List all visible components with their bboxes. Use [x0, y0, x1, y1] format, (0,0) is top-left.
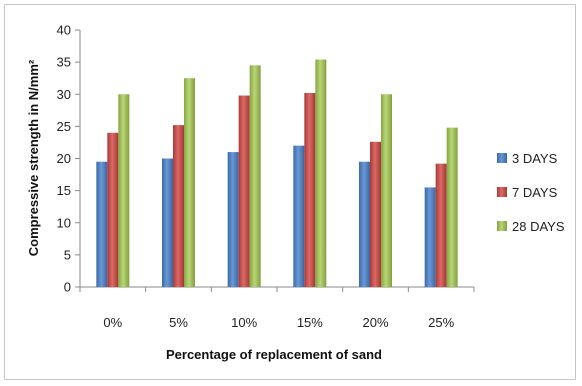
- y-axis-title: Compressive strength in N/mm²: [26, 59, 41, 256]
- y-tick-label: 20: [57, 151, 71, 166]
- y-tick-label: 25: [57, 119, 71, 134]
- bar-7-days: [173, 125, 184, 287]
- legend-swatch: [497, 187, 507, 197]
- bar-3-days: [424, 187, 436, 287]
- legend-swatch: [497, 221, 507, 231]
- bar-28-days: [381, 94, 392, 287]
- x-tick-label: 5%: [169, 315, 188, 330]
- bar-28-days: [249, 65, 261, 288]
- x-tick-label: 20%: [362, 315, 388, 330]
- bar-28-days: [118, 94, 130, 287]
- y-tick-label: 15: [57, 183, 71, 198]
- legend: 3 DAYS 7 DAYS 28 DAYS: [497, 151, 565, 234]
- plot-area: 0 5 10 15 20 25 30 35 40 0% 5% 10% 15% 20% 25%: [57, 23, 475, 330]
- bar-7-days: [304, 92, 316, 287]
- bar-28-days: [446, 127, 458, 287]
- bar-3-days: [96, 161, 108, 287]
- bar-7-days: [435, 163, 447, 287]
- x-tick-label: 15%: [297, 315, 323, 330]
- y-tick-label: 0: [64, 280, 71, 295]
- bar-28-days: [184, 78, 195, 287]
- x-tick-label: 0%: [103, 315, 122, 330]
- bar-3-days: [293, 145, 305, 287]
- x-tick-label: 25%: [428, 315, 454, 330]
- bar-7-days: [238, 95, 250, 287]
- bar-3-days: [162, 158, 173, 287]
- x-axis-title: Percentage of replacement of sand: [166, 347, 382, 362]
- y-tick-label: 30: [57, 87, 71, 102]
- legend-swatch: [497, 153, 507, 163]
- legend-label: 3 DAYS: [512, 151, 558, 166]
- bar-3-days: [359, 161, 370, 287]
- bar-3-days: [227, 152, 239, 287]
- y-tick-label: 40: [57, 23, 71, 38]
- x-tick-label: 10%: [231, 315, 257, 330]
- bar-7-days: [370, 141, 381, 287]
- y-tick-label: 35: [57, 55, 71, 70]
- legend-label: 7 DAYS: [512, 185, 558, 200]
- bar-28-days: [315, 59, 327, 288]
- y-tick-label: 5: [64, 247, 71, 262]
- legend-label: 28 DAYS: [512, 219, 565, 234]
- bar-7-days: [107, 132, 119, 287]
- y-tick-label: 10: [57, 215, 71, 230]
